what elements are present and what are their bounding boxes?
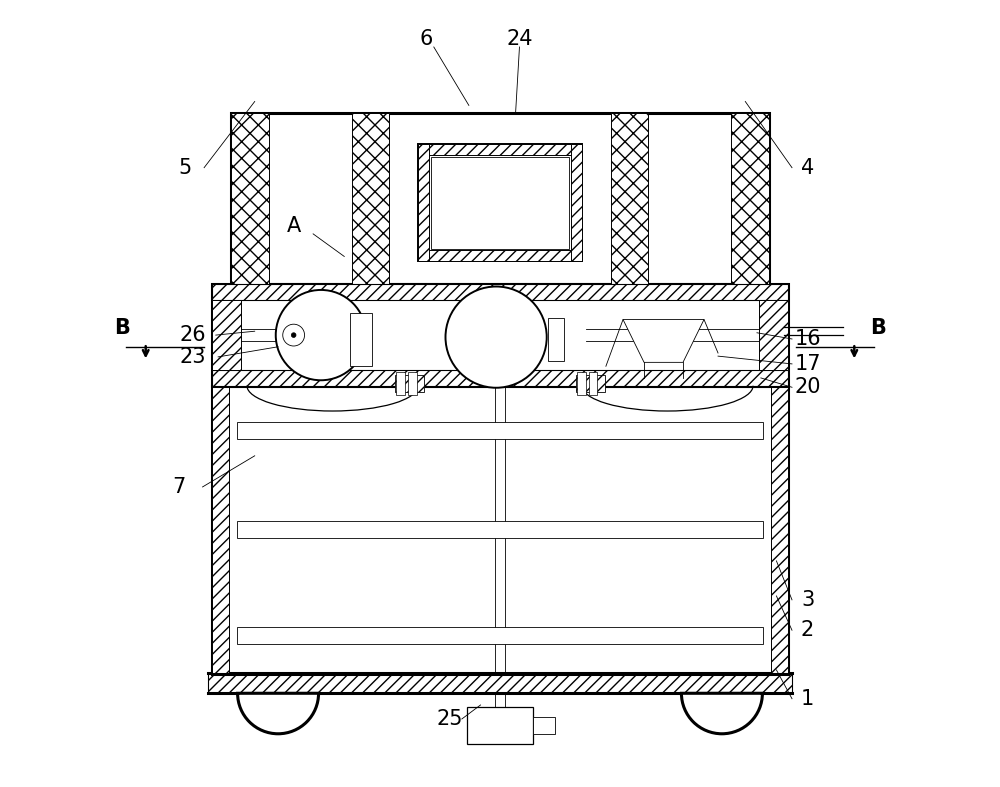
Bar (237, 521, 763, 538)
Bar (212, 386, 788, 674)
Text: 25: 25 (436, 709, 463, 729)
Bar (395, 375, 424, 392)
Bar (418, 250, 582, 261)
Bar (237, 627, 763, 645)
Text: 17: 17 (794, 354, 821, 374)
Bar (231, 113, 769, 284)
Bar (212, 386, 229, 674)
Bar (231, 113, 269, 284)
Circle shape (445, 286, 547, 388)
Bar (467, 707, 533, 744)
Bar (212, 370, 788, 386)
Bar (350, 313, 372, 366)
Bar (396, 371, 405, 395)
Bar (408, 371, 417, 395)
Bar (431, 157, 569, 249)
Bar (418, 144, 582, 155)
Circle shape (276, 290, 366, 380)
Bar (208, 673, 792, 693)
Bar (611, 113, 648, 284)
Bar (577, 371, 586, 395)
Text: 4: 4 (801, 157, 814, 178)
Text: A: A (287, 216, 301, 236)
Text: B: B (870, 318, 886, 338)
Text: 16: 16 (794, 329, 821, 349)
Bar (352, 113, 389, 284)
Text: 7: 7 (173, 477, 186, 497)
Bar (418, 144, 582, 261)
Text: 6: 6 (419, 29, 433, 50)
Wedge shape (681, 693, 762, 733)
Text: 1: 1 (801, 689, 814, 709)
Bar (731, 113, 769, 284)
Text: B: B (114, 318, 130, 338)
Bar (759, 300, 788, 370)
Text: 24: 24 (506, 29, 533, 50)
Bar (212, 284, 788, 300)
Text: 26: 26 (179, 325, 206, 345)
Polygon shape (623, 320, 704, 362)
Wedge shape (238, 693, 319, 733)
Text: 3: 3 (801, 589, 814, 610)
Bar (771, 386, 788, 674)
Text: 20: 20 (794, 377, 821, 397)
Bar (589, 371, 597, 395)
Circle shape (283, 324, 305, 346)
Circle shape (291, 333, 296, 338)
Bar (418, 144, 429, 261)
Bar (571, 144, 582, 261)
Bar (548, 318, 564, 360)
Bar (212, 284, 788, 386)
Bar (576, 375, 605, 392)
Bar (212, 300, 241, 370)
Bar (533, 717, 555, 733)
Bar (237, 422, 763, 438)
Text: 23: 23 (179, 347, 206, 367)
Text: 2: 2 (801, 620, 814, 640)
Text: 5: 5 (178, 157, 191, 178)
